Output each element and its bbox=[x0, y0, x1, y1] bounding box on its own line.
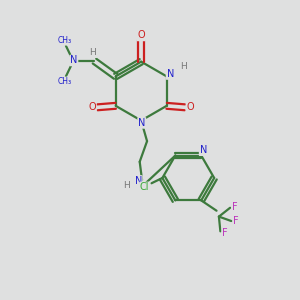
Text: N: N bbox=[167, 69, 174, 79]
Text: CH₃: CH₃ bbox=[58, 77, 72, 86]
Text: N: N bbox=[138, 118, 146, 128]
Text: F: F bbox=[232, 202, 238, 212]
Text: H: H bbox=[123, 181, 130, 190]
Text: O: O bbox=[186, 102, 194, 112]
Text: Cl: Cl bbox=[140, 182, 149, 192]
Text: N: N bbox=[134, 176, 142, 186]
Text: N: N bbox=[70, 56, 77, 65]
Text: CH₃: CH₃ bbox=[58, 36, 72, 45]
Text: O: O bbox=[137, 31, 145, 40]
Text: H: H bbox=[180, 62, 187, 71]
Text: H: H bbox=[90, 48, 96, 57]
Text: O: O bbox=[88, 102, 96, 112]
Text: F: F bbox=[222, 228, 228, 238]
Text: N: N bbox=[200, 145, 207, 155]
Text: F: F bbox=[233, 216, 239, 226]
